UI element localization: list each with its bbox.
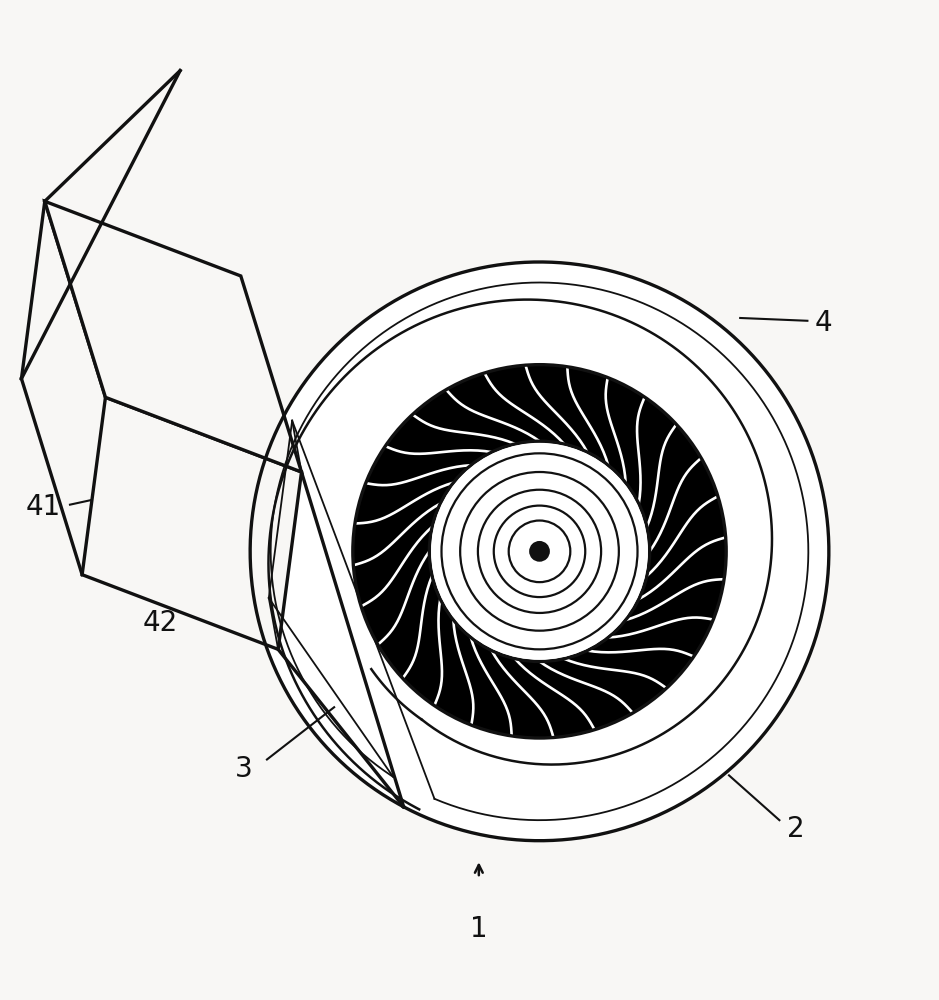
Text: 3: 3 <box>235 755 253 783</box>
Polygon shape <box>45 201 301 472</box>
Text: 42: 42 <box>143 609 178 637</box>
Circle shape <box>431 443 648 660</box>
Polygon shape <box>82 397 301 649</box>
Text: 2: 2 <box>787 815 805 843</box>
Circle shape <box>250 262 829 841</box>
Circle shape <box>429 441 650 661</box>
Text: 1: 1 <box>470 915 487 943</box>
Text: 41: 41 <box>25 493 61 521</box>
Circle shape <box>353 365 726 738</box>
Text: 4: 4 <box>815 309 833 337</box>
Circle shape <box>531 542 548 561</box>
